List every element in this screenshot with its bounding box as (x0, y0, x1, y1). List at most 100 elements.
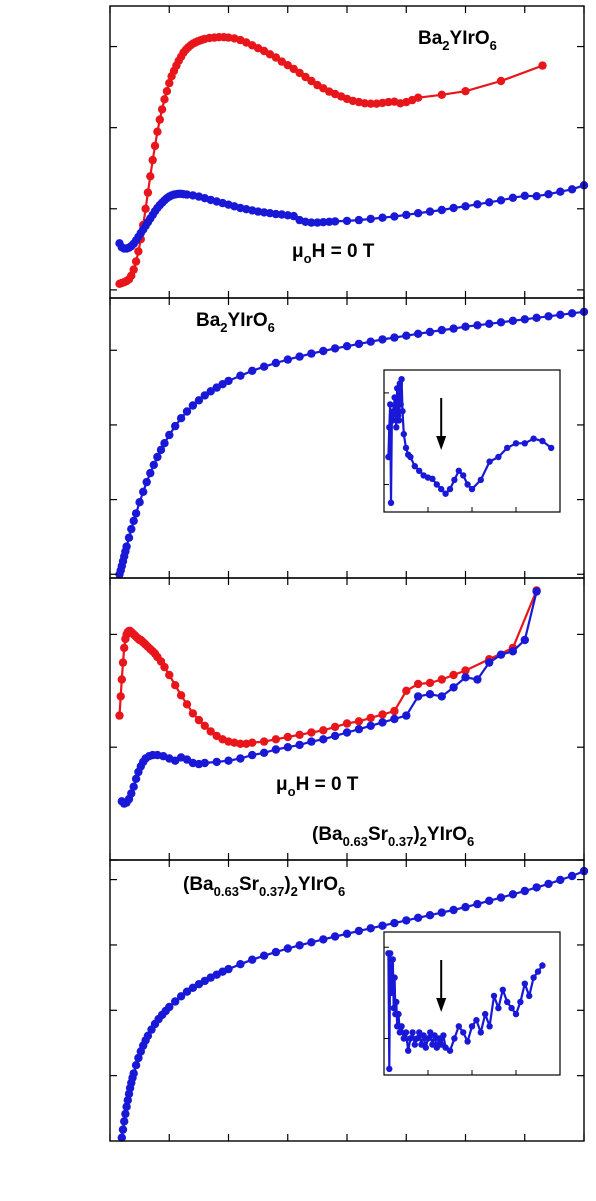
series-red-3-point (271, 735, 281, 744)
series-blue-2-point (122, 542, 131, 551)
series-blue-2-point (508, 316, 518, 325)
series-blue-4-point (236, 960, 245, 969)
series-blue-2-point (449, 324, 458, 333)
formula-sub: 2 (420, 834, 427, 849)
inset-series-point (393, 424, 400, 431)
series-red-1-point (271, 53, 281, 62)
series-blue-4-point (544, 879, 553, 889)
series-blue-4-point (182, 987, 192, 996)
series-red-3-line (118, 589, 538, 745)
series-blue-2-point (271, 358, 281, 368)
series-blue-4-point (129, 1069, 138, 1078)
series-red-3-point (117, 675, 127, 684)
series-blue-3-point (508, 647, 518, 656)
field-mu: μ (276, 774, 288, 795)
series-blue-2-point (156, 445, 166, 455)
series-red-1-point (289, 64, 298, 74)
series-red-3-point (307, 728, 316, 737)
formula-sub: 6 (268, 320, 275, 335)
inset-series-point (398, 376, 405, 383)
series-blue-4 (117, 866, 589, 1142)
series-blue-3-point (413, 692, 423, 701)
formula-sub: 2 (220, 320, 227, 335)
formula-sub: 2 (291, 884, 298, 899)
series-red-3-point (194, 715, 204, 725)
series-blue-3-point (259, 748, 269, 757)
series-blue-2-point (149, 460, 158, 470)
inset-series-point (387, 499, 395, 506)
series-blue-3-point (520, 635, 529, 645)
series-blue-1-point (307, 218, 316, 227)
series-blue-4-point (508, 890, 518, 899)
series-red-1-point (150, 141, 160, 151)
series-red-3-point (437, 675, 446, 684)
series-blue-3-point (129, 782, 138, 791)
series-blue-1-point (496, 196, 506, 205)
series-red-3-point (188, 709, 198, 718)
inset-series-point (455, 1023, 462, 1030)
series-blue-4-point (259, 951, 269, 960)
inset-series-point (455, 467, 462, 474)
series-blue-1-point (366, 214, 375, 224)
series-blue-2-point (544, 312, 553, 321)
inset-series-point (399, 408, 406, 415)
series-blue-2-point (378, 335, 387, 344)
series-blue-2-point (188, 401, 198, 410)
inset-background (384, 932, 560, 1075)
series-blue-1-point (449, 203, 458, 213)
series-blue-3-point (378, 718, 387, 727)
series-red-1 (115, 33, 547, 288)
series-red-3-point (330, 722, 340, 732)
inset-series-point (388, 980, 396, 987)
series-red-3-point (165, 670, 174, 680)
series-red-3-point (319, 726, 328, 735)
series-red-1-point (413, 93, 423, 102)
series-red-3-point (295, 730, 304, 739)
series-blue-4-point (378, 921, 387, 930)
series-blue-4-point (425, 911, 435, 920)
inset-series-point (395, 417, 403, 424)
inset-arrow-head (436, 436, 447, 450)
series-blue-1-point (413, 209, 423, 218)
series-red-3-point (171, 681, 180, 690)
inset-series-point (477, 1029, 484, 1036)
inset-series-point (508, 1004, 515, 1012)
series-blue-3-point (271, 745, 281, 754)
series-blue-4-point (366, 924, 375, 933)
series-red-1-point (295, 68, 304, 78)
field-mu: μ (292, 241, 304, 262)
series-blue-4-point (307, 938, 316, 947)
inset-series-point (394, 1023, 401, 1030)
series-blue-4-point (131, 1061, 141, 1070)
series-blue-3-point (461, 673, 470, 682)
formula-part: (Ba (312, 824, 343, 845)
series-blue-1-point (425, 207, 435, 216)
series-blue-3-point (485, 658, 494, 667)
compound-formula: Ba2YIrO6 (196, 310, 275, 335)
inset-series-point (486, 1023, 493, 1030)
series-blue-2-point (176, 414, 186, 423)
inset-series-point (495, 453, 502, 461)
series-red-1-point (141, 204, 150, 213)
series-blue-4-point (496, 893, 506, 902)
series-red-3-point (200, 721, 209, 730)
inset-series-point (539, 962, 546, 969)
series-blue-2-point (496, 318, 506, 327)
series-blue-4-point (567, 871, 577, 881)
series-blue-3-point (307, 737, 316, 746)
inset-series-point (402, 444, 410, 452)
formula-part: (Ba (183, 874, 214, 895)
series-blue-2-point (402, 331, 411, 340)
series-blue-4-point (248, 955, 257, 964)
inset-series-point (396, 1029, 403, 1036)
series-red-3-point (248, 738, 257, 747)
inset-series (385, 950, 546, 1073)
formula-part: YIrO (427, 824, 467, 845)
plots-layer (115, 33, 589, 1142)
series-red-3-point (176, 691, 186, 700)
inset-series-point (530, 435, 537, 442)
inset-series-point (442, 490, 449, 497)
inset-series-point (468, 1023, 476, 1030)
series-blue-3-point (532, 587, 541, 596)
